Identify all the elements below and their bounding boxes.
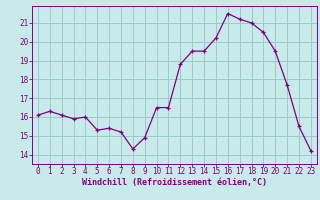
X-axis label: Windchill (Refroidissement éolien,°C): Windchill (Refroidissement éolien,°C) — [82, 178, 267, 187]
